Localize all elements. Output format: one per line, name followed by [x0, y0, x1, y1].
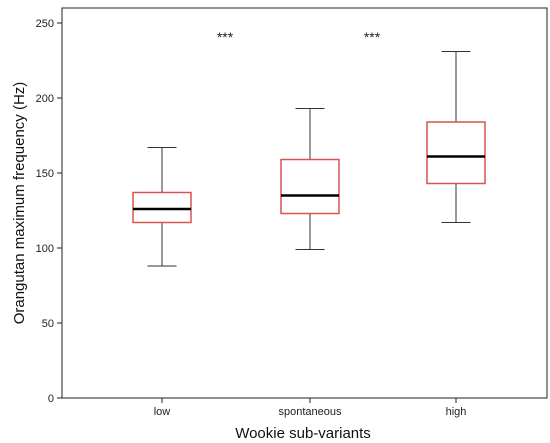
x-axis-ticks: low spontaneous high [154, 398, 467, 418]
y-tick-label: 100 [36, 243, 54, 255]
iqr-box [280, 158, 340, 215]
y-tick-label: 200 [36, 93, 54, 105]
box-low [132, 147, 192, 267]
y-axis-ticks: 0 50 100 150 200 250 [36, 18, 62, 405]
y-tick-label: 0 [48, 393, 54, 405]
x-tick-label: spontaneous [279, 406, 342, 418]
significance-annotations: *** *** [217, 29, 381, 45]
boxes [132, 51, 486, 267]
x-tick-label: low [154, 406, 171, 418]
x-axis-title: Wookie sub-variants [235, 425, 371, 442]
plot-area [61, 7, 548, 399]
significance-label: *** [217, 29, 234, 45]
y-axis-title: Orangutan maximum frequency (Hz) [11, 82, 28, 325]
box-spontaneous [280, 108, 340, 250]
iqr-box [132, 191, 192, 224]
iqr-box [426, 121, 486, 185]
y-tick-label: 250 [36, 18, 54, 30]
y-tick-label: 50 [42, 318, 54, 330]
x-tick-label: high [446, 406, 467, 418]
box-high [426, 51, 486, 223]
y-tick-label: 150 [36, 168, 54, 180]
significance-label: *** [364, 29, 381, 45]
